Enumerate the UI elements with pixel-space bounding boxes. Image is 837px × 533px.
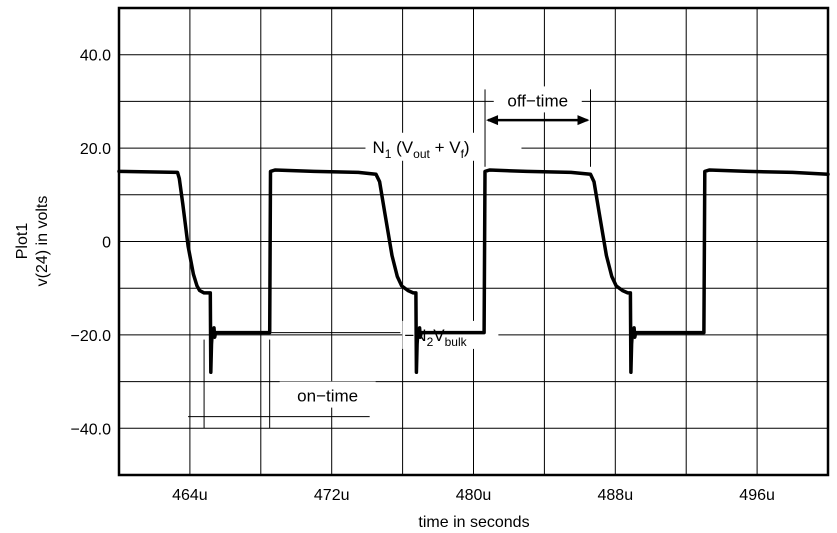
x-tick-label: 496u (739, 487, 775, 504)
n2-label: −N2Vbulk (404, 326, 467, 349)
y-axis-title-line1: Plot1 (14, 223, 31, 260)
series-line (117, 168, 830, 375)
y-tick-label: 0 (102, 235, 111, 252)
annotations: N1 (Vout + Vf) −N2Vbulk off−time on−time (188, 86, 591, 429)
x-tick-label: 480u (456, 487, 492, 504)
off-time-label: off−time (507, 91, 568, 110)
x-tick-label: 464u (172, 487, 208, 504)
off-time-label-bg (493, 86, 582, 113)
y-tick-labels: 40.0 20.0 0 −20.0 −40.0 (71, 48, 112, 439)
x-tick-labels: 464u 472u 480u 488u 496u (172, 487, 775, 504)
n1-label-bg (365, 132, 522, 161)
x-tick-label: 472u (314, 487, 350, 504)
x-axis-title: time in seconds (418, 514, 529, 531)
x-tick-label: 488u (598, 487, 634, 504)
on-time-label-bg (279, 381, 376, 408)
y-tick-label: 20.0 (80, 141, 111, 158)
y-tick-label: 40.0 (80, 48, 111, 65)
y-tick-label: −40.0 (71, 421, 112, 438)
plot-frame (117, 6, 830, 477)
y-tick-label: −20.0 (71, 328, 112, 345)
grid-layer (118, 8, 828, 475)
y-axis-title-line2: v(24) in volts (34, 196, 51, 287)
off-time-arrowhead-right (577, 115, 590, 126)
on-time-label: on−time (297, 387, 358, 406)
off-time-arrowhead-left (486, 115, 499, 126)
n1-label: N1 (Vout + Vf) (372, 138, 469, 161)
